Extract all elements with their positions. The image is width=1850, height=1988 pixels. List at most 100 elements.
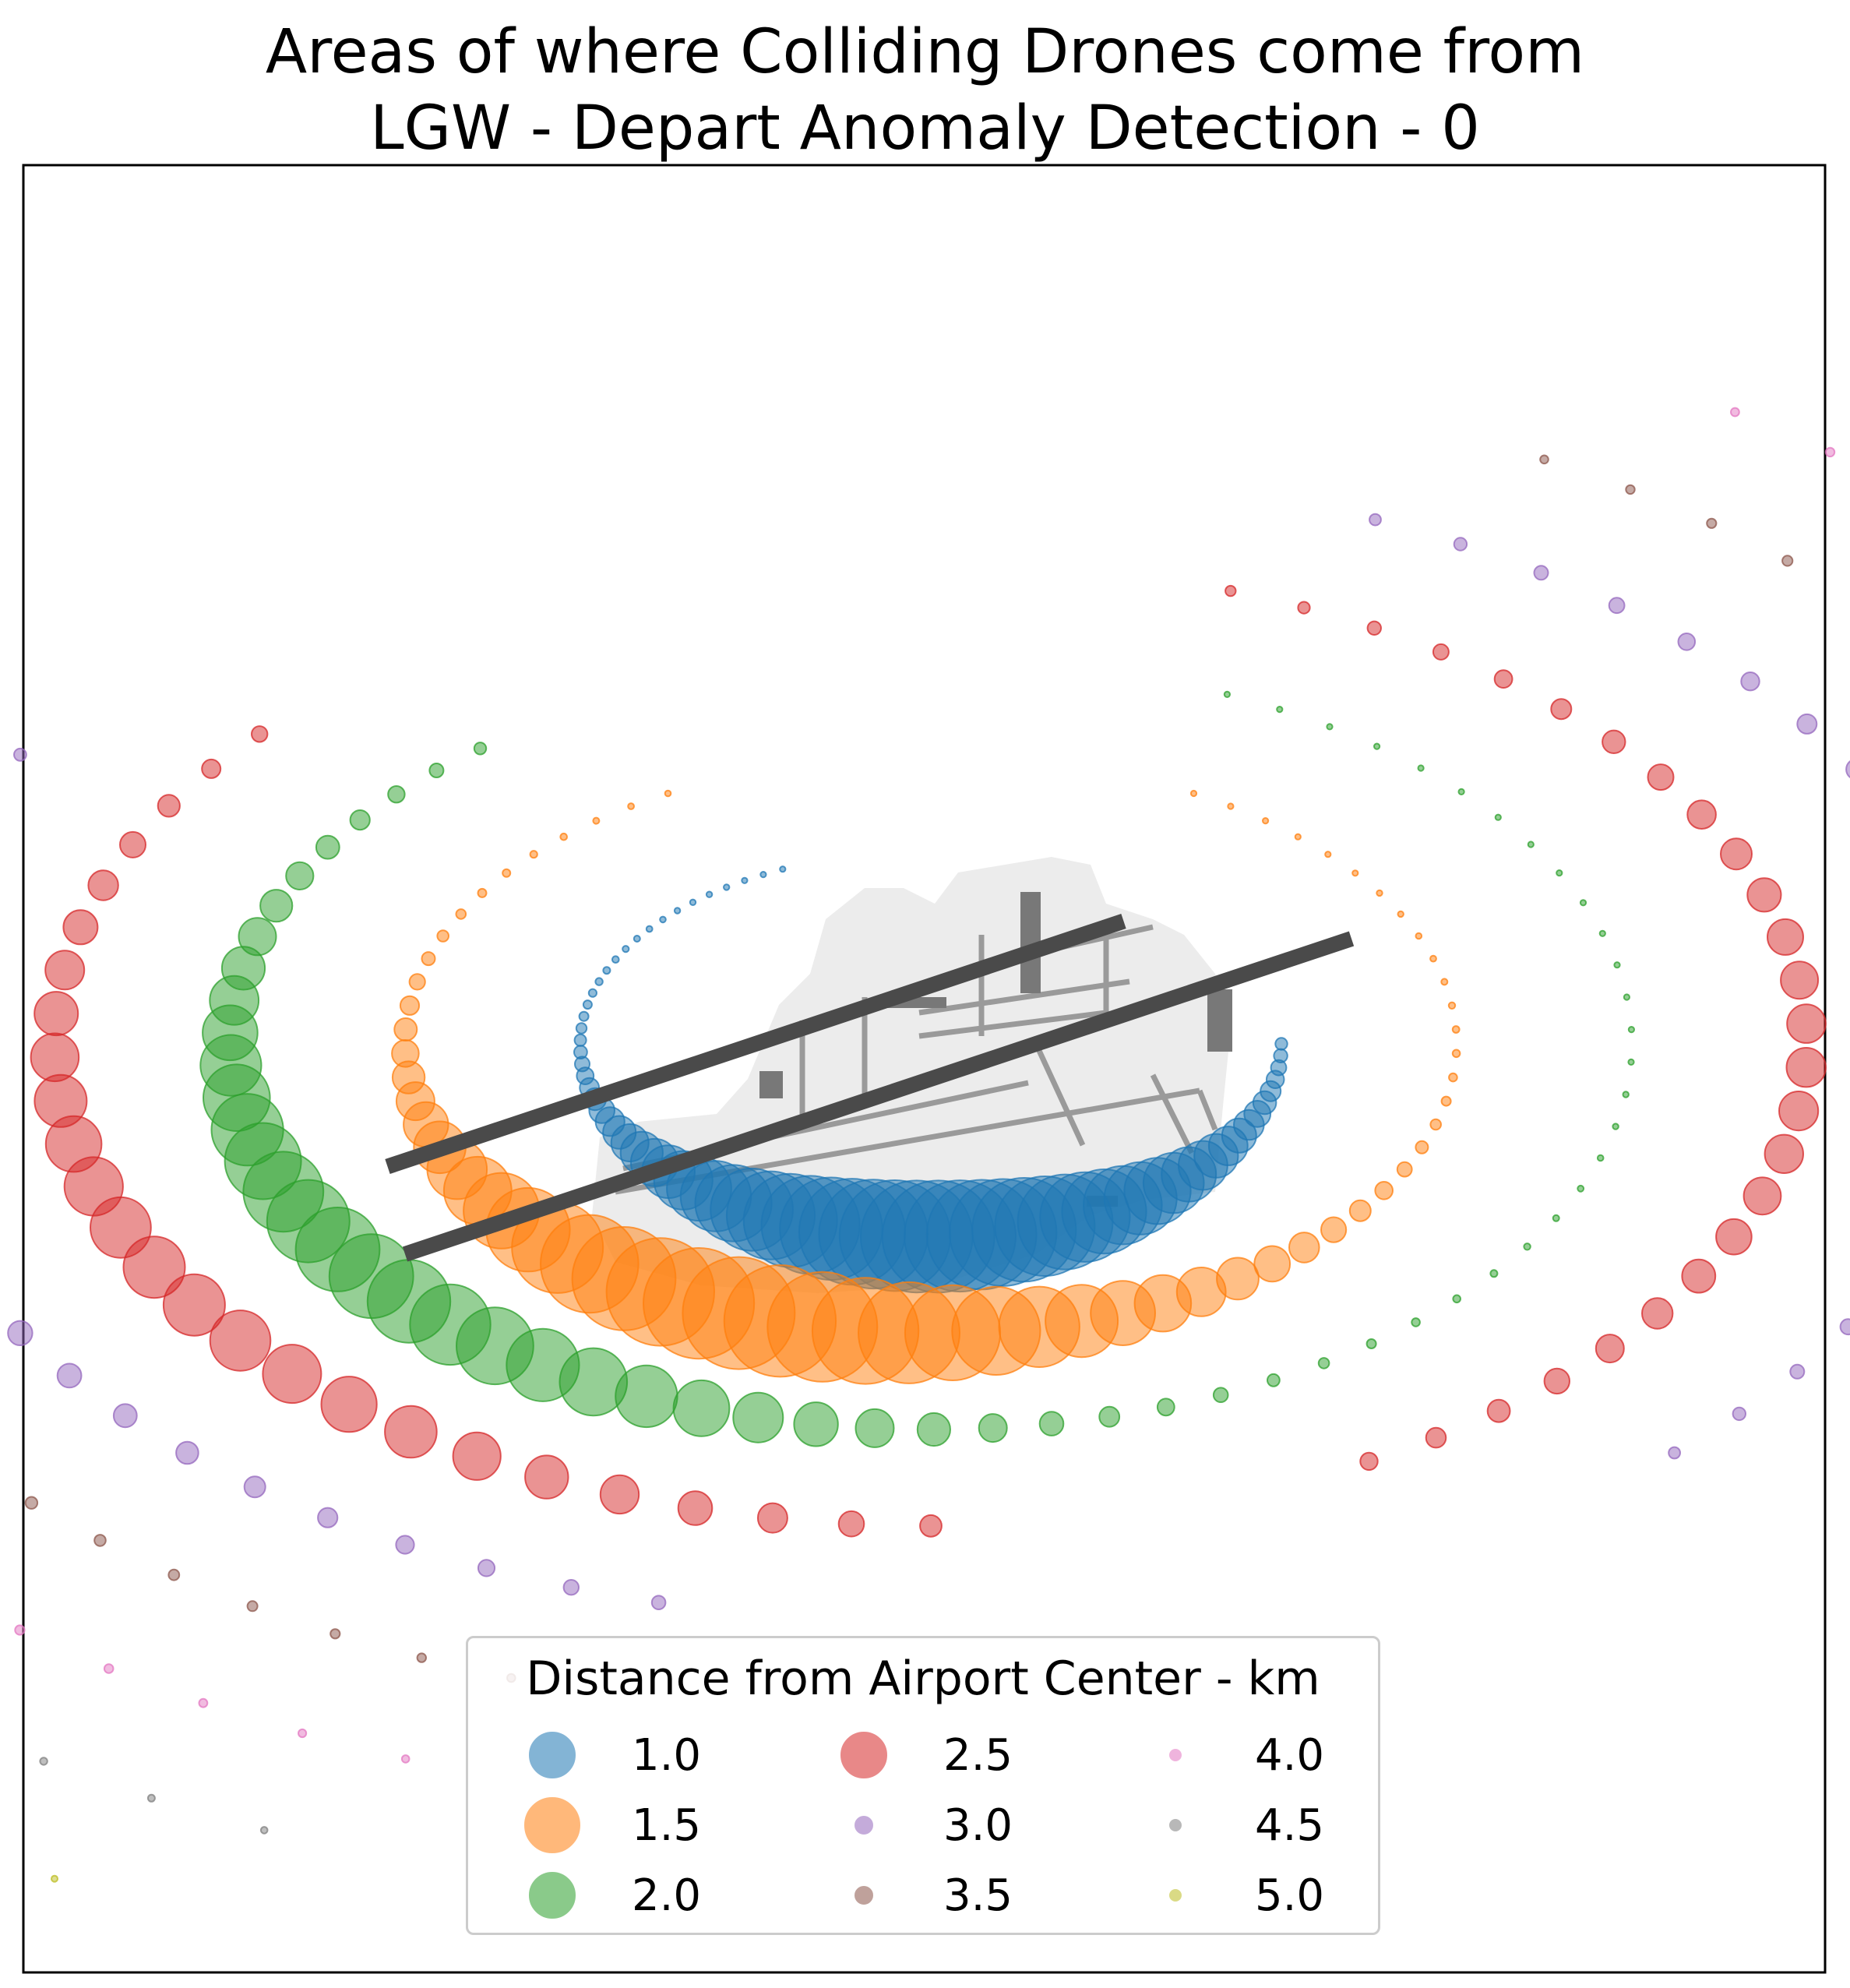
legend-label: 1.0 bbox=[632, 1730, 702, 1781]
drone-point bbox=[24, 1496, 39, 1510]
drone-point bbox=[416, 1652, 427, 1663]
drone-point bbox=[455, 908, 467, 920]
drone-point bbox=[251, 725, 269, 743]
drone-point bbox=[1447, 1001, 1457, 1010]
drone-point bbox=[575, 1022, 588, 1035]
drone-point bbox=[916, 1412, 952, 1447]
runway-south bbox=[402, 931, 1355, 1262]
legend-label: 4.0 bbox=[1255, 1730, 1325, 1781]
drone-point bbox=[201, 758, 222, 779]
drone-point bbox=[428, 763, 445, 778]
ring-3-0km bbox=[7, 747, 667, 1610]
drone-point bbox=[573, 1033, 587, 1047]
legend: Distance from Airport Center - km 1.0 1.5… bbox=[466, 1636, 1380, 1935]
legend-label: 2.0 bbox=[632, 1870, 702, 1921]
drone-point bbox=[855, 1408, 895, 1448]
legend-marker bbox=[840, 1732, 887, 1778]
drone-point bbox=[1297, 601, 1311, 615]
drone-point bbox=[1686, 799, 1717, 830]
drone-point bbox=[1550, 698, 1573, 721]
drone-point bbox=[7, 1320, 33, 1347]
drone-point bbox=[1720, 837, 1753, 871]
drone-point bbox=[1746, 877, 1782, 913]
ring-3-0km bbox=[1369, 513, 1850, 1460]
legend-entry-1-0: 1.0 bbox=[515, 1724, 795, 1786]
drone-point bbox=[1453, 537, 1468, 552]
drone-point bbox=[677, 1490, 714, 1526]
drone-point bbox=[477, 887, 488, 898]
drone-point bbox=[1326, 723, 1334, 731]
drone-point bbox=[627, 802, 635, 810]
legend-label: 3.5 bbox=[943, 1870, 1013, 1921]
drone-point bbox=[1539, 454, 1549, 465]
drone-point bbox=[56, 1362, 83, 1389]
drone-point bbox=[1223, 690, 1232, 699]
drone-point bbox=[198, 1697, 209, 1708]
drone-point bbox=[502, 868, 512, 878]
drone-point bbox=[1366, 620, 1383, 636]
drone-point bbox=[594, 977, 604, 986]
ring-5-0km bbox=[51, 1874, 58, 1883]
ring-4-0km bbox=[14, 1624, 411, 1764]
legend-marker bbox=[1169, 1819, 1182, 1831]
drone-point bbox=[602, 966, 611, 975]
drone-point bbox=[1038, 1411, 1065, 1436]
drone-point bbox=[44, 950, 86, 991]
legend-entry-5-0: 5.0 bbox=[1138, 1864, 1418, 1926]
drone-point bbox=[622, 945, 630, 953]
drone-point bbox=[578, 1010, 590, 1022]
drone-point bbox=[1156, 1398, 1175, 1417]
drone-point bbox=[1824, 446, 1836, 458]
drone-point bbox=[599, 1474, 640, 1515]
drone-point bbox=[1273, 1048, 1288, 1064]
drone-point bbox=[1317, 1357, 1330, 1369]
drone-point bbox=[393, 1017, 418, 1042]
drone-point bbox=[1552, 1214, 1560, 1222]
drone-point bbox=[473, 742, 488, 756]
drone-point bbox=[122, 1235, 186, 1299]
legend-label: 5.0 bbox=[1255, 1870, 1325, 1921]
drone-point bbox=[399, 995, 421, 1016]
drone-point bbox=[1577, 1184, 1585, 1193]
drone-point bbox=[705, 890, 714, 898]
drone-point bbox=[1533, 565, 1549, 581]
drone-point bbox=[562, 1579, 580, 1596]
drone-point bbox=[1740, 671, 1760, 692]
drone-point bbox=[1780, 961, 1820, 1000]
drone-point bbox=[14, 1624, 26, 1636]
drone-point bbox=[1595, 1334, 1625, 1364]
drone-point bbox=[112, 1403, 138, 1429]
drone-point bbox=[919, 1514, 943, 1538]
drone-point bbox=[529, 850, 538, 859]
drone-point bbox=[103, 1663, 115, 1674]
drone-point bbox=[1579, 899, 1587, 907]
drone-point bbox=[317, 1507, 339, 1528]
drone-point bbox=[587, 988, 598, 998]
drone-point bbox=[421, 951, 436, 967]
drone-point bbox=[157, 794, 181, 818]
drone-point bbox=[1494, 813, 1502, 821]
ring-2-0km bbox=[199, 690, 1635, 1448]
drone-point bbox=[1276, 706, 1284, 714]
drone-point bbox=[650, 1595, 667, 1610]
legend-marker bbox=[855, 1886, 873, 1905]
drone-point bbox=[1262, 817, 1270, 825]
drone-point bbox=[732, 1391, 784, 1443]
drone-point bbox=[320, 1376, 378, 1433]
drone-point bbox=[349, 809, 371, 831]
drone-point bbox=[1493, 669, 1513, 689]
drone-point bbox=[1625, 484, 1636, 495]
drone-point bbox=[1778, 1091, 1820, 1132]
drone-point bbox=[633, 935, 641, 943]
drone-point bbox=[1845, 760, 1850, 779]
drone-point bbox=[1596, 1154, 1605, 1162]
drone-point bbox=[978, 1413, 1008, 1443]
drone-point bbox=[524, 1454, 569, 1500]
ring-4-5km bbox=[39, 1757, 269, 1835]
drone-point bbox=[259, 1826, 269, 1835]
drone-point bbox=[13, 747, 27, 762]
drone-point bbox=[1839, 1318, 1850, 1336]
drone-point bbox=[1440, 1095, 1452, 1107]
legend-marker bbox=[529, 1732, 576, 1778]
drone-point bbox=[1622, 1091, 1630, 1098]
